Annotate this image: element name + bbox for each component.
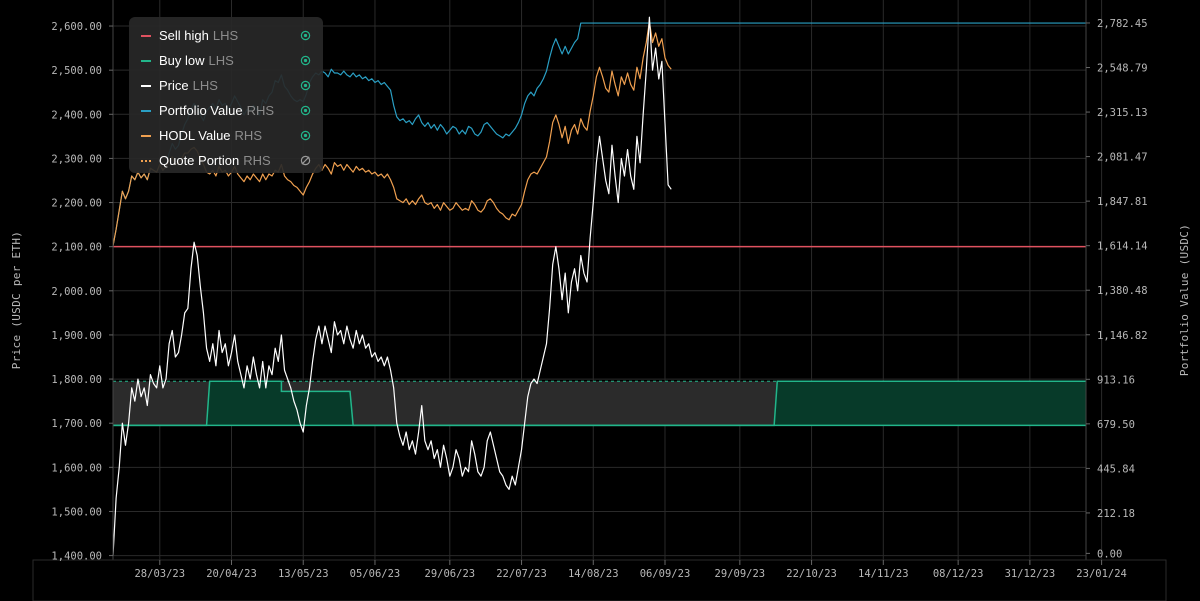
right-tick-label: 1,614.14 — [1097, 241, 1148, 253]
x-tick-label: 29/06/23 — [425, 568, 476, 580]
legend-axis-side: RHS — [246, 103, 275, 118]
x-tick-label: 08/12/23 — [933, 568, 984, 580]
x-tick-label: 22/10/23 — [786, 568, 837, 580]
legend-item-sell-high[interactable]: Sell high LHS — [129, 23, 323, 48]
legend-item-quote-portion[interactable]: Quote Portion RHS — [129, 148, 323, 173]
left-tick-label: 1,700.00 — [51, 418, 102, 430]
legend-swatch — [141, 84, 151, 87]
series-line-price — [112, 16, 672, 556]
left-tick-label: 2,300.00 — [51, 153, 102, 165]
right-tick-label: 679.50 — [1097, 419, 1135, 431]
eye-icon[interactable] — [299, 30, 311, 42]
x-tick-label: 28/03/23 — [134, 568, 185, 580]
right-tick-label: 2,782.45 — [1097, 18, 1148, 30]
legend-item-portfolio-value[interactable]: Portfolio Value RHS — [129, 98, 323, 123]
left-axis-title: Price (USDC per ETH) — [10, 231, 23, 369]
left-tick-label: 2,600.00 — [51, 21, 102, 33]
legend-axis-side: LHS — [192, 78, 218, 93]
left-tick-label: 2,000.00 — [51, 286, 102, 298]
left-tick-label: 1,500.00 — [51, 506, 102, 518]
left-tick-label: 2,400.00 — [51, 109, 102, 121]
x-tick-label: 29/09/23 — [715, 568, 766, 580]
right-tick-label: 2,081.47 — [1097, 152, 1148, 164]
right-tick-label: 1,847.81 — [1097, 196, 1148, 208]
legend-label: Buy low — [159, 53, 205, 68]
legend-axis-side: RHS — [243, 153, 271, 168]
x-tick-label: 05/06/23 — [350, 568, 401, 580]
plot-frame — [32, 0, 1167, 601]
x-tick-label: 14/08/23 — [568, 568, 619, 580]
eye-icon[interactable] — [299, 80, 311, 92]
legend-axis-side: LHS — [212, 28, 239, 43]
eye-icon[interactable] — [299, 130, 311, 142]
legend-axis-side: RHS — [234, 128, 262, 143]
x-axis: 28/03/23 20/04/23 13/05/23 05/06/23 29/06/23… — [134, 560, 1127, 580]
left-tick-label: 1,400.00 — [51, 551, 102, 563]
legend-axis-side: LHS — [208, 53, 234, 68]
legend-label: Quote Portion — [159, 153, 240, 168]
buy-low-fill — [113, 381, 1086, 426]
right-axis-title: Portfolio Value (USDC) — [1178, 224, 1191, 376]
left-tick-label: 2,500.00 — [51, 65, 102, 77]
legend-label: Sell high — [159, 28, 209, 43]
left-tick-label: 1,800.00 — [51, 374, 102, 386]
x-axis-frame — [32, 559, 1167, 601]
right-tick-label: 913.16 — [1097, 374, 1135, 386]
right-tick-label: 1,146.82 — [1097, 330, 1148, 342]
x-tick-label: 20/04/23 — [206, 568, 257, 580]
left-tick-label: 2,200.00 — [51, 198, 102, 210]
range-band — [113, 245, 1086, 427]
legend-swatch — [141, 134, 151, 137]
left-axis: 1,400.00 1,500.00 1,600.00 1,700.00 1,800.00… — [51, 21, 113, 563]
right-axis: 0.00 212.18 445.84 679.50 913.16 1,146.82 1,38… — [1086, 18, 1148, 560]
x-tick-label: 22/07/23 — [496, 568, 547, 580]
right-tick-label: 1,380.48 — [1097, 285, 1148, 297]
x-tick-label: 31/12/23 — [1005, 568, 1056, 580]
eye-off-icon[interactable] — [299, 155, 311, 167]
legend-item-price[interactable]: Price LHS — [129, 73, 323, 98]
legend-label: Price — [159, 78, 189, 93]
right-tick-label: 2,315.13 — [1097, 107, 1148, 119]
legend: Sell high LHS Buy low LHS Price LHS Portfolio … — [129, 17, 323, 173]
legend-item-hodl-value[interactable]: HODL Value RHS — [129, 123, 323, 148]
legend-swatch — [141, 109, 151, 112]
right-tick-label: 212.18 — [1097, 508, 1135, 520]
x-tick-label: 23/01/24 — [1076, 568, 1127, 580]
legend-item-buy-low[interactable]: Buy low LHS — [129, 48, 323, 73]
x-tick-label: 13/05/23 — [278, 568, 329, 580]
legend-swatch — [141, 59, 151, 62]
left-tick-label: 1,600.00 — [51, 462, 102, 474]
legend-label: Portfolio Value — [159, 103, 243, 118]
legend-swatch — [141, 159, 151, 162]
right-tick-label: 445.84 — [1097, 463, 1135, 475]
legend-swatch — [141, 34, 151, 37]
buy-low-line — [113, 380, 1086, 427]
legend-label: HODL Value — [159, 128, 231, 143]
x-tick-label: 06/09/23 — [640, 568, 691, 580]
right-tick-label: 0.00 — [1097, 548, 1122, 560]
x-tick-label: 14/11/23 — [858, 568, 909, 580]
left-tick-label: 1,900.00 — [51, 330, 102, 342]
left-tick-label: 2,100.00 — [51, 242, 102, 254]
right-tick-label: 2,548.79 — [1097, 63, 1148, 75]
eye-icon[interactable] — [299, 105, 311, 117]
eye-icon[interactable] — [299, 55, 311, 67]
